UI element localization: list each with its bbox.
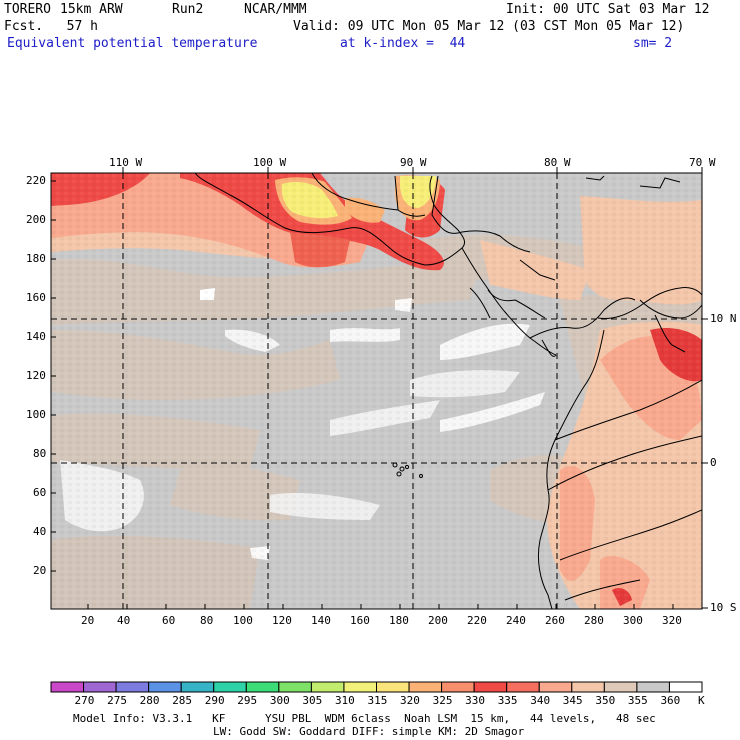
colorbar-label: 320 [400, 694, 420, 707]
lon-label-110w: 110 W [109, 156, 143, 169]
x-tick-label: 200 [428, 614, 448, 627]
colorbar-label: 340 [530, 694, 551, 707]
colorbar-label: 345 [562, 694, 583, 707]
colorbar-label: 350 [595, 694, 616, 707]
colorbar-label: 300 [269, 694, 290, 707]
x-tick-label: 160 [350, 614, 370, 627]
lon-label-70w: 70 W [689, 156, 716, 169]
y-tick-label: 40 [33, 525, 47, 538]
y-tick-label: 140 [26, 330, 46, 343]
colorbar-label: 315 [367, 694, 388, 707]
x-tick-label: 220 [467, 614, 487, 627]
colorbar-swatch [148, 681, 182, 693]
colorbar-swatch [376, 681, 410, 693]
colorbar-label: 310 [334, 694, 355, 707]
smoothing-value: sm= 2 [633, 36, 673, 51]
colorbar-label: 360 [660, 694, 681, 707]
colorbar-swatch [343, 681, 378, 693]
colorbar-label: 325 [432, 694, 453, 707]
physics-info: LW: Godd SW: Goddard DIFF: simple KM: 2D… [213, 725, 525, 738]
x-tick-label: 100 [233, 614, 253, 627]
x-tick-label: 20 [81, 614, 95, 627]
x-tick-label: 140 [311, 614, 331, 627]
y-tick-label: 160 [26, 291, 46, 304]
x-tick-label: 260 [545, 614, 565, 627]
x-tick-label: 240 [506, 614, 526, 627]
forecast-hour: Fcst. 57 h [4, 19, 98, 34]
y-tick-label: 200 [26, 213, 46, 226]
lat-ticks [702, 318, 708, 609]
x-tick-label: 40 [117, 614, 131, 627]
model-info: Model Info: V3.3.1 KF YSU PBL WDM 6class… [73, 712, 656, 725]
colorbar-label: 285 [172, 694, 193, 707]
colorbar-swatch [310, 681, 345, 693]
lon-label-90w: 90 W [400, 156, 427, 169]
colorbar-label: 280 [139, 694, 160, 707]
shaded-field [51, 173, 702, 609]
init-time: Init: 00 UTC Sat 03 Mar 12 [506, 2, 710, 17]
y-tick-label: 60 [33, 486, 47, 499]
y-tick-label: 180 [26, 252, 46, 265]
colorbar-swatch [83, 681, 117, 693]
graticule [51, 173, 702, 609]
colorbar-swatch [441, 681, 475, 693]
colorbar-swatch [213, 681, 247, 693]
colorbar-label: 290 [204, 694, 225, 707]
lon-label-80w: 80 W [544, 156, 571, 169]
field-name: Equivalent potential temperature [7, 36, 258, 51]
coastlines [194, 173, 702, 609]
plot-frame [50, 172, 703, 610]
colorbar-unit: K [698, 694, 705, 707]
colorbar-swatch [538, 681, 573, 693]
colorbar-swatch [180, 681, 215, 693]
colorbar-label: 335 [497, 694, 518, 707]
x-tick-label: 120 [272, 614, 292, 627]
lat-label-0: 0 [710, 456, 717, 469]
x-tick-label: 60 [162, 614, 176, 627]
level-index: at k-index = 44 [340, 36, 466, 51]
lat-label-10s: 10 S [710, 601, 737, 614]
colorbar-label: 275 [107, 694, 127, 707]
model-org: NCAR/MMM [244, 2, 307, 17]
x-tick-label: 300 [623, 614, 643, 627]
colorbar-label: 270 [74, 694, 95, 707]
colorbar [50, 681, 703, 693]
y-tick-label: 220 [26, 174, 46, 187]
colorbar-swatch [50, 681, 85, 693]
colorbar-swatch [571, 681, 605, 693]
model-name: TORERO [4, 2, 51, 17]
colorbar-label: 295 [237, 694, 258, 707]
lon-label-100w: 100 W [253, 156, 287, 169]
x-tick-label: 320 [662, 614, 682, 627]
colorbar-swatch [636, 681, 670, 693]
y-tick-label: 100 [26, 408, 46, 421]
colorbar-swatch [115, 681, 150, 693]
colorbar-label: 330 [465, 694, 486, 707]
colorbar-label: 305 [302, 694, 323, 707]
colorbar-swatch [278, 681, 312, 693]
model-resolution: 15km ARW [60, 2, 123, 17]
colorbar-swatch [408, 681, 443, 693]
x-tick-label: 180 [389, 614, 409, 627]
colorbar-swatch [245, 681, 280, 693]
lat-label-10n: 10 N [710, 312, 737, 325]
colorbar-swatch [506, 681, 540, 693]
colorbar-swatch [668, 681, 703, 693]
lon-ticks [122, 167, 703, 173]
model-run: Run2 [172, 2, 204, 17]
valid-time: Valid: 09 UTC Mon 05 Mar 12 (03 CST Mon … [293, 19, 685, 34]
y-tick-label: 20 [33, 564, 47, 577]
x-tick-label: 80 [200, 614, 214, 627]
y-tick-label: 120 [26, 369, 46, 382]
colorbar-label: 355 [627, 694, 648, 707]
colorbar-swatch [603, 681, 638, 693]
x-tick-label: 280 [584, 614, 604, 627]
colorbar-swatch [473, 681, 508, 693]
y-tick-label: 80 [33, 447, 47, 460]
